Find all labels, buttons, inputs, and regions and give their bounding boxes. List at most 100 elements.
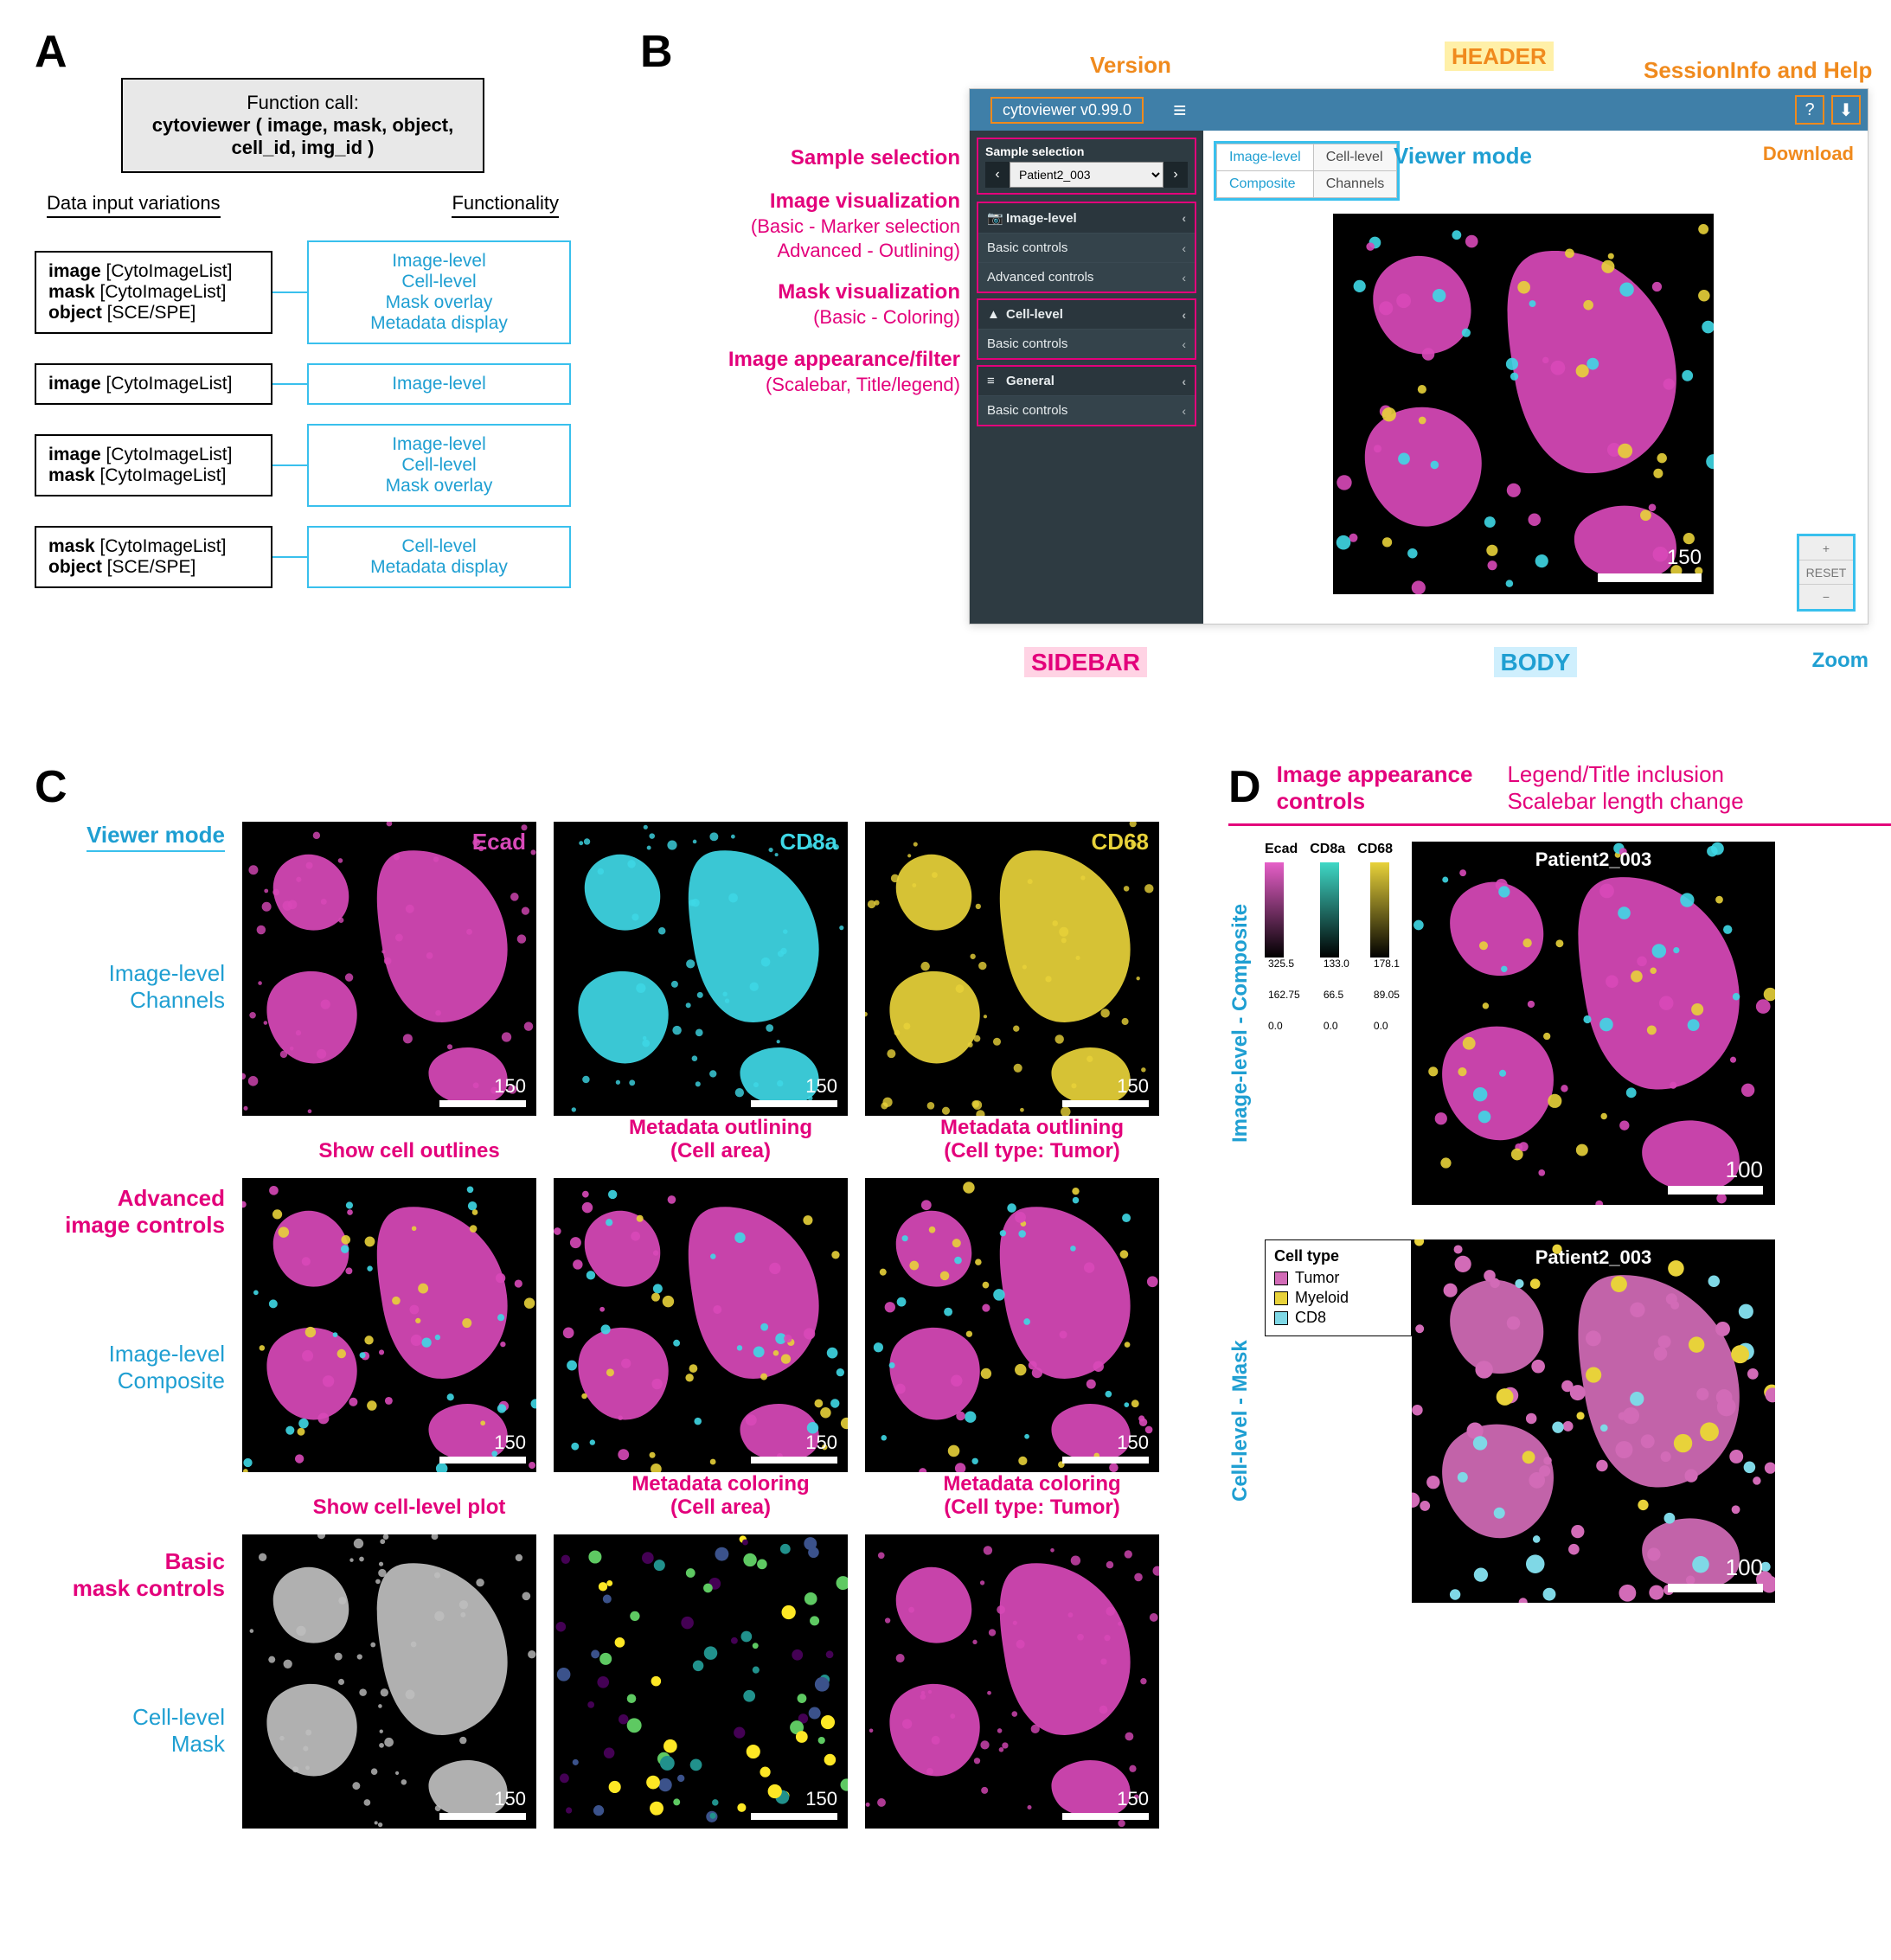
scalebar: 150 (1062, 1075, 1149, 1107)
scalebar: 150 (751, 1432, 837, 1464)
thumbnail: CD8a 150 (554, 822, 848, 1116)
app-version: cytoviewer v0.99.0 (990, 97, 1144, 124)
colhead-inputs: Data input variations (47, 192, 221, 218)
sidebar-group-head[interactable]: ≡General‹ (978, 367, 1195, 396)
thumbnail: 150 (554, 1178, 848, 1472)
scalebar: 150 (751, 1075, 837, 1107)
scalebar: 100 (1668, 1156, 1763, 1195)
scalebar: 150 (1062, 1788, 1149, 1820)
hamburger-icon[interactable]: ≡ (1173, 97, 1186, 124)
sidebar-item[interactable]: Basic controls‹ (978, 396, 1195, 425)
column-header: Show cell-level plot (262, 1488, 556, 1519)
zoom-reset-button[interactable]: RESET (1799, 560, 1853, 585)
help-button[interactable]: ? (1795, 95, 1824, 125)
scalebar: 150 (439, 1788, 526, 1820)
sidebar-group: ≡General‹Basic controls‹ (977, 365, 1196, 426)
thumbnail: Ecad 150 (242, 822, 536, 1116)
sample-next-button[interactable]: › (1163, 162, 1188, 188)
scalebar: 150 (439, 1432, 526, 1464)
annot-zoom: Zoom (1812, 649, 1869, 673)
panel-b: B Version HEADER SessionInfo and Help Sa… (640, 26, 1891, 78)
panel-d-divider (1228, 823, 1891, 826)
scalebar: 100 (1668, 1554, 1763, 1592)
input-box: mask [CytoImageList]object [SCE/SPE] (35, 526, 272, 588)
scalebar: 150 (439, 1075, 526, 1107)
vertical-label: Image-level - Composite (1228, 842, 1253, 1205)
marker-label: CD68 (1092, 829, 1149, 855)
sidebar-group: ▲Cell-level‹Basic controls‹ (977, 298, 1196, 360)
column-header: Metadata coloring (Cell area) (574, 1488, 868, 1519)
scalebar: 150 (751, 1788, 837, 1820)
zoom-control: + RESET − (1797, 534, 1856, 612)
thumbnail: 150 (865, 1534, 1159, 1829)
thumbnail: CD68 150 (865, 822, 1159, 1116)
thumbnail: 150 (242, 1178, 536, 1472)
legend: EcadCD8aCD68325.5162.750.0133.066.50.017… (1265, 842, 1412, 1051)
column-headers: Data input variations Functionality (35, 192, 571, 221)
functionality-box: Cell-level Metadata display (307, 526, 571, 588)
panel-d: D Image appearance controls Legend/Title… (1228, 761, 1891, 1637)
panel-d-image: Patient2_003 100 (1412, 1239, 1775, 1603)
scalebar: 150 (1062, 1432, 1149, 1464)
annot-version: Version (1090, 52, 1171, 79)
functionality-box: Image-level Cell-level Mask overlay (307, 424, 571, 507)
annot-header: HEADER (1445, 43, 1554, 70)
sidebar-item[interactable]: Basic controls‹ (978, 330, 1195, 358)
annot-sidebar: SIDEBAR (1024, 647, 1147, 677)
column-header: Metadata outlining (Cell area) (574, 1131, 868, 1163)
panel-d-row: Cell-level - Mask Cell typeTumorMyeloidCD… (1228, 1239, 1891, 1603)
panel-letter-c: C (35, 761, 1194, 813)
download-button[interactable]: ⬇ (1831, 95, 1861, 125)
app-sidebar: Sample selection ‹ Patient2_003 › 📷Image… (970, 131, 1203, 624)
sidebar-group: 📷Image-level‹Basic controls‹Advanced con… (977, 202, 1196, 293)
sidebar-item[interactable]: Basic controls‹ (978, 234, 1195, 263)
sample-label: Sample selection (985, 144, 1188, 158)
sidebar-annotations: Sample selectionImage visualization(Basi… (640, 145, 960, 413)
panel-d-header: Image appearance controls Legend/Title i… (1277, 761, 1744, 815)
app-window: cytoviewer v0.99.0 ≡ ? ⬇ Sample selectio… (969, 88, 1869, 625)
zoom-in-button[interactable]: + (1799, 536, 1853, 560)
annot-body: BODY (1494, 647, 1578, 677)
thumbnail: 150 (865, 1178, 1159, 1472)
panel-d-image: Patient2_003 100 (1412, 842, 1775, 1205)
panel-letter-d: D (1228, 761, 1261, 813)
sample-selection-block: Sample selection ‹ Patient2_003 › (977, 138, 1196, 195)
tab-cell-level[interactable]: Cell-level (1313, 144, 1397, 171)
thumbnail: 150 (242, 1534, 536, 1829)
image-title: Patient2_003 (1412, 1246, 1775, 1269)
marker-label: CD8a (780, 829, 837, 855)
panel-d-row: Image-level - Composite EcadCD8aCD68325.5… (1228, 842, 1891, 1205)
column-header: Metadata coloring (Cell type: Tumor) (885, 1488, 1179, 1519)
legend: Cell typeTumorMyeloidCD8 (1265, 1239, 1412, 1336)
sidebar-item[interactable]: Advanced controls‹ (978, 263, 1195, 291)
app-header: cytoviewer v0.99.0 ≡ ? ⬇ (970, 89, 1868, 131)
image-title: Patient2_003 (1412, 849, 1775, 871)
app-main: Image-levelCell-levelCompositeChannels V… (1203, 131, 1868, 624)
annot-viewer-mode: Viewer mode (1394, 143, 1532, 170)
bottom-annotations: SIDEBAR BODY Zoom (969, 649, 1869, 676)
sample-select[interactable]: Patient2_003 (1010, 162, 1163, 188)
annot-sessioninfo: SessionInfo and Help (1644, 57, 1872, 84)
annot-download: Download (1763, 143, 1854, 165)
column-header: Show cell outlines (262, 1131, 556, 1163)
sample-prev-button[interactable]: ‹ (985, 162, 1010, 188)
sidebar-group-head[interactable]: ▲Cell-level‹ (978, 300, 1195, 330)
viewer-tabs: Image-levelCell-levelCompositeChannels (1214, 141, 1400, 201)
functionality-box: Image-level Cell-level Mask overlay Meta… (307, 240, 571, 344)
zoom-out-button[interactable]: − (1799, 585, 1853, 609)
vertical-label: Cell-level - Mask (1228, 1239, 1253, 1603)
main-image: 150 (1333, 214, 1714, 594)
marker-label: Ecad (472, 829, 526, 855)
tab-composite[interactable]: Composite (1217, 171, 1314, 198)
sidebar-group-head[interactable]: 📷Image-level‹ (978, 203, 1195, 234)
input-box: image [CytoImageList]mask [CytoImageList… (35, 251, 272, 334)
panel-letter-a: A (35, 26, 571, 78)
column-header: Metadata outlining (Cell type: Tumor) (885, 1131, 1179, 1163)
tab-image-level[interactable]: Image-level (1217, 144, 1314, 171)
tab-channels[interactable]: Channels (1313, 171, 1397, 198)
function-call-box: Function call: cytoviewer ( image, mask,… (121, 78, 484, 173)
thumbnail: 150 (554, 1534, 848, 1829)
panel-c: C Viewer modeImage-level ChannelsEcad150… (35, 761, 1194, 1844)
colhead-func: Functionality (452, 192, 559, 218)
scalebar: 150 (1598, 546, 1702, 582)
